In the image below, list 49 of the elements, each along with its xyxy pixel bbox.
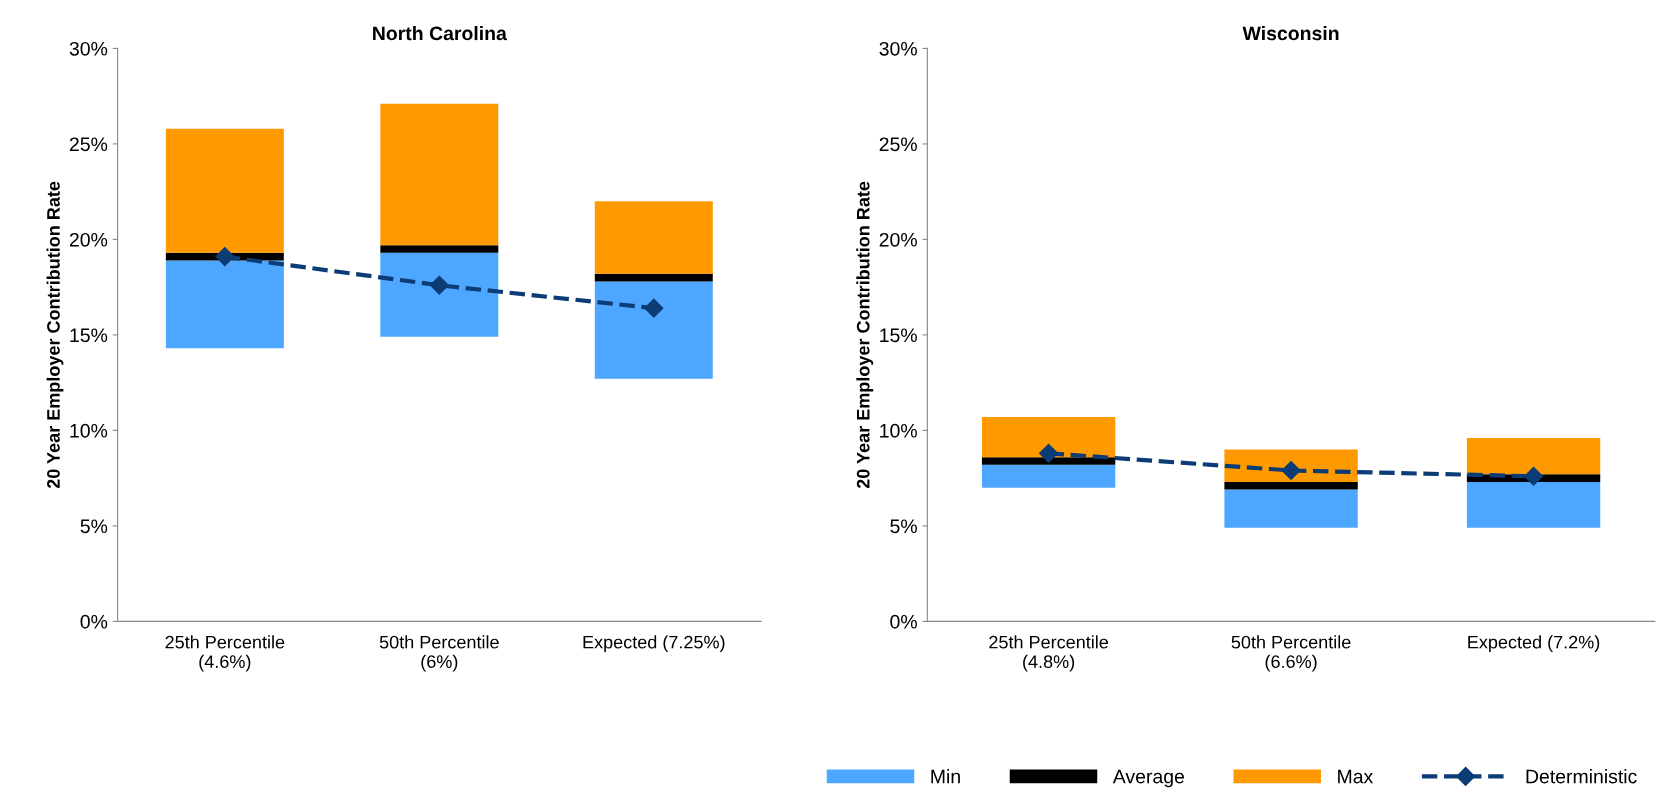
y-axis-title: 20 Year Employer Contribution Rate [856,181,874,489]
y-tick-label: 30% [879,41,917,56]
chart-title: North Carolina [373,26,507,41]
x-tick-label: 25th Percentile (4.6%) [165,635,285,672]
bar [165,260,284,349]
y-tick-label: 25% [69,137,108,152]
bar [981,464,1116,488]
y-tick-label: 0% [80,614,108,629]
bar [1466,438,1601,475]
point [1039,443,1059,463]
y-tick-label: 5% [890,519,917,534]
y-tick-label: 0% [890,614,917,629]
x-tick-label: 25th Percentile (4.8%) [989,635,1109,672]
y-tick-label: 15% [70,328,108,343]
bar [380,245,499,253]
bar [981,457,1116,465]
x-tick-label: Expected (7.2%) [1468,635,1600,653]
point [644,298,664,318]
y-tick-label: 15% [880,328,917,343]
legend-label: Max [1338,769,1374,784]
bar [380,252,499,337]
y-tick-label: 30% [69,41,108,56]
point [215,247,235,267]
legend-label: Deterministic [1526,769,1637,784]
y-axis-title: 20 Year Employer Contribution Rate [46,181,64,489]
y-tick-label: 20% [69,232,108,247]
bar [1466,481,1601,528]
bar [1224,481,1358,490]
bar [1224,489,1358,528]
x-tick-label: 50th Percentile (6%) [379,635,499,672]
point [1524,466,1544,486]
x-tick-label: 50th Percentile (6.6%) [1231,635,1351,672]
bar [594,281,713,379]
bar [594,201,713,274]
y-tick-label: 20% [879,232,917,247]
bar [981,417,1116,458]
y-tick-label: 10% [880,423,917,438]
bar [594,273,713,282]
y-tick-label: 5% [80,519,108,534]
chart-title: Wisconsin [1242,26,1339,41]
bar [380,103,499,246]
y-tick-label: 10% [70,423,108,438]
x-tick-label: Expected (7.25%) [583,635,725,653]
bar [165,128,284,253]
point [429,275,449,295]
legend-label: Average [1112,769,1185,788]
y-tick-label: 25% [879,137,917,152]
legend-label: Min [931,769,960,784]
point [1281,460,1301,481]
